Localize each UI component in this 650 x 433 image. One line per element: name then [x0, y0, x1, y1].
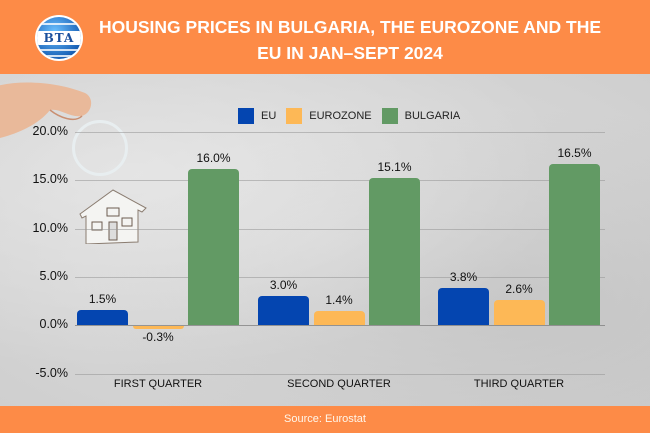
- keyring-image: [72, 120, 128, 176]
- bta-logo: BTA: [35, 15, 83, 61]
- gridline-5: [75, 277, 605, 278]
- y-tick-0: 0.0%: [39, 317, 69, 331]
- legend-swatch-eu: [238, 108, 254, 124]
- bar-bulgaria-q2: [369, 178, 420, 325]
- x-label-second-quarter: SECOND QUARTER: [287, 378, 391, 390]
- gridline-minus5: [75, 374, 605, 375]
- bar-eu-q3: [438, 288, 489, 325]
- legend-label-eurozone: EUROZONE: [309, 110, 372, 122]
- bar-bulgaria-q1: [188, 169, 239, 325]
- y-tick-minus5: -5.0%: [35, 366, 68, 380]
- legend-item-eu: EU: [238, 108, 276, 124]
- source-note: Source: Eurostat: [284, 413, 366, 425]
- value-label-eu-q1: 1.5%: [88, 292, 117, 307]
- gridline-0: [75, 325, 605, 326]
- value-label-eu-q2: 3.0%: [269, 277, 298, 292]
- bar-eurozone-q1: [132, 326, 184, 329]
- value-label-eurozone-q2: 1.4%: [325, 293, 353, 308]
- legend-label-bulgaria: BULGARIA: [404, 110, 461, 122]
- logo-text: BTA: [37, 31, 81, 45]
- bar-eu-q1: [77, 310, 128, 325]
- y-tick-20: 20.0%: [32, 124, 68, 138]
- value-label-eurozone-q3: 2.6%: [505, 281, 533, 296]
- header-banner: BTA HOUSING PRICES IN BULGARIA, THE EURO…: [0, 0, 650, 74]
- gridline-20: [75, 132, 605, 133]
- gridline-15: [75, 180, 605, 181]
- value-label-bulgaria-q3: 16.5%: [557, 146, 592, 161]
- legend-swatch-eurozone: [286, 108, 303, 124]
- chart-legend: EU EUROZONE BULGARIA: [238, 108, 470, 124]
- y-tick-5: 5.0%: [39, 269, 69, 283]
- legend-swatch-bulgaria: [381, 108, 398, 124]
- bar-eurozone-q2: [313, 311, 365, 325]
- gridline-10: [75, 229, 605, 230]
- legend-item-bulgaria: BULGARIA: [381, 108, 461, 124]
- chart-title: HOUSING PRICES IN BULGARIA, THE EUROZONE…: [98, 17, 601, 63]
- value-label-eu-q3: 3.8%: [449, 270, 478, 285]
- value-label-bulgaria-q2: 15.1%: [377, 160, 412, 175]
- value-label-bulgaria-q1: 16.0%: [196, 151, 231, 166]
- bar-eurozone-q3: [493, 299, 545, 325]
- y-tick-10: 10.0%: [32, 221, 68, 235]
- footer-banner: Source: Eurostat: [0, 406, 650, 433]
- x-label-first-quarter: FIRST QUARTER: [113, 378, 203, 390]
- value-label-eurozone-q1: -0.3%: [142, 330, 174, 344]
- bar-bulgaria-q3: [549, 164, 600, 325]
- house-keychain-icon: [79, 189, 147, 244]
- bar-eu-q2: [258, 295, 309, 325]
- x-label-third-quarter: THIRD QUARTER: [473, 378, 565, 390]
- y-tick-15: 15.0%: [32, 172, 68, 186]
- legend-label-eu: EU: [261, 110, 277, 122]
- legend-item-eurozone: EUROZONE: [286, 108, 372, 124]
- hand-image: [0, 82, 92, 138]
